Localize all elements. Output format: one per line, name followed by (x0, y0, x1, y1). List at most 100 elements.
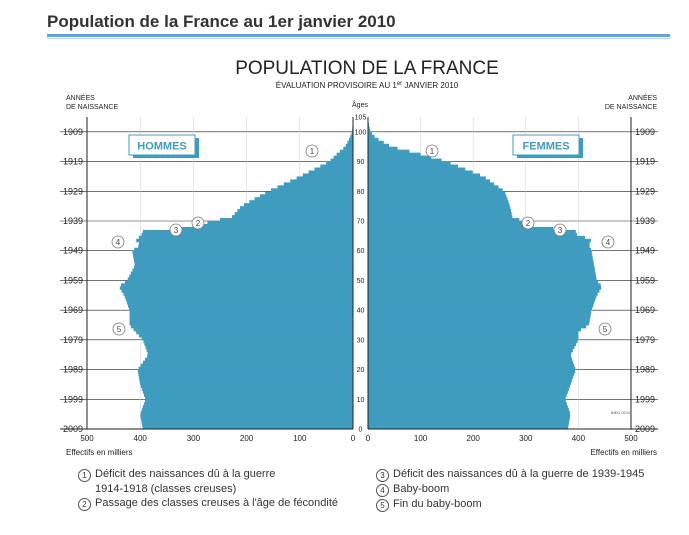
bar-men (203, 223, 353, 228)
bar-men (139, 378, 353, 382)
bar-women (368, 402, 567, 406)
bar-women (368, 342, 577, 347)
title-rule-secondary (47, 38, 670, 39)
bar-men (143, 339, 353, 344)
birth-year-tick-right: 1999 (635, 394, 655, 404)
bar-men (138, 333, 353, 338)
bar-women (368, 384, 570, 388)
bar-women (368, 134, 375, 139)
bar-men (124, 280, 353, 284)
bar-men (134, 247, 353, 252)
bar-women (368, 149, 410, 154)
chart-subtitle-sup: er (397, 81, 402, 87)
bar-women (368, 218, 520, 222)
bar-women (368, 200, 509, 204)
bar-women (368, 283, 601, 287)
title-rule (47, 34, 670, 37)
bar-men (330, 158, 353, 162)
birth-year-tick-left: 1939 (63, 216, 83, 226)
marker-5-men-text: 5 (117, 325, 122, 334)
bar-men (265, 191, 353, 195)
annotation-marker-5-women: 5 (598, 322, 612, 336)
bar-men (351, 131, 353, 136)
bar-men (130, 271, 353, 275)
bar-men (140, 384, 353, 388)
bar-women (368, 128, 371, 133)
bar-women (368, 259, 594, 263)
marker-2-women-text: 2 (526, 219, 531, 228)
women-label-box: FEMMES (512, 134, 583, 158)
bar-men (139, 381, 353, 385)
bar-women (368, 280, 599, 284)
age-tick: 105 (355, 115, 367, 122)
bar-women (368, 170, 473, 174)
bar-women (368, 423, 569, 427)
men-label-bg (128, 134, 196, 156)
bar-men (237, 209, 353, 213)
bar-men (347, 140, 353, 145)
bar-men (138, 235, 353, 240)
bar-women (368, 414, 571, 418)
bar-men (130, 325, 353, 329)
birth-year-tick-right: 1929 (635, 186, 655, 196)
bar-women (368, 176, 486, 180)
age-tick: 30 (357, 337, 365, 344)
bar-women (368, 262, 594, 266)
annotation-legend-left: 1 Déficit des naissances dû à la guerre 1… (78, 467, 338, 511)
bar-men (129, 322, 353, 326)
bar-men (143, 393, 353, 397)
x-axis-label-women: Effectifs en milliers (590, 448, 657, 457)
bar-women (368, 339, 578, 344)
age-tick: 60 (357, 248, 365, 255)
bar-men (134, 259, 353, 263)
bar-women (368, 316, 591, 320)
bar-women (368, 203, 510, 207)
bar-women (368, 277, 597, 281)
x-tick-women: 500 (624, 434, 638, 443)
bar-women (368, 223, 530, 228)
bar-women (368, 268, 595, 272)
bar-women (368, 307, 593, 311)
birth-year-tick-left: 1919 (63, 157, 83, 167)
annotation-legend-right: 3 Déficit des naissances dû à la guerre d… (376, 467, 644, 512)
legend-item-1-line2: 1914-1918 (classes creuses) (95, 483, 237, 495)
bar-men (142, 229, 353, 234)
bar-women (368, 420, 570, 424)
age-tick: 90 (357, 159, 365, 166)
bar-men (138, 375, 353, 379)
x-tick-men: 100 (293, 434, 307, 443)
bar-men (350, 134, 353, 139)
birth-year-tick-right: 1969 (635, 305, 655, 315)
marker-2-men-text: 2 (196, 219, 201, 228)
x-tick-men: 500 (80, 434, 94, 443)
chart-subtitle-post: JANVIER 2010 (402, 81, 459, 90)
bar-women (368, 209, 512, 213)
bar-women (368, 238, 591, 243)
bar-men (314, 167, 353, 171)
birth-year-tick-right: 1939 (635, 216, 655, 226)
bar-men (121, 289, 353, 293)
bar-women (368, 292, 598, 296)
bar-women (368, 298, 596, 302)
bar-men (140, 411, 353, 415)
x-tick-women: 200 (467, 434, 481, 443)
bar-men (302, 173, 353, 177)
x-tick-women: 100 (414, 434, 428, 443)
bar-women (368, 399, 566, 403)
bar-men (254, 197, 353, 201)
birth-year-tick-right: 2009 (635, 424, 655, 434)
bar-women (368, 226, 554, 231)
legend-2-number: 2 (78, 498, 91, 511)
bar-men (296, 176, 353, 180)
bar-women (368, 146, 398, 151)
annotation-marker-3-women: 3 (553, 223, 567, 237)
bar-men (129, 310, 353, 314)
annotation-marker-1-men: 1 (305, 144, 319, 158)
source-stamp: INED 02/10 (611, 410, 632, 415)
bar-women (368, 212, 512, 216)
x-tick-women: 400 (572, 434, 586, 443)
bar-women (368, 390, 568, 394)
bar-men (259, 194, 353, 198)
x-tick-men: 200 (240, 434, 254, 443)
bar-women (368, 164, 458, 168)
